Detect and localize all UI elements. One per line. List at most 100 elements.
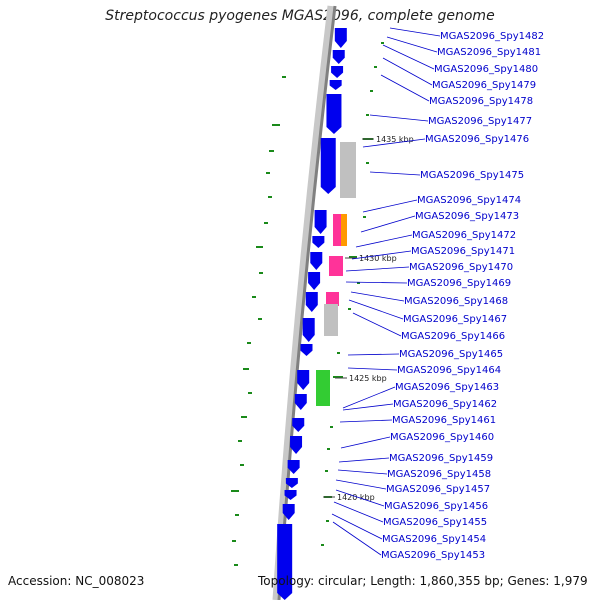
gene-label: MGAS2096_Spy1479 xyxy=(432,80,536,91)
leader-line xyxy=(350,291,405,302)
gc-skew-mark xyxy=(258,318,262,320)
gene-arrow xyxy=(287,460,300,474)
tick-label: 1420 kbp xyxy=(337,493,375,502)
gc-skew-mark xyxy=(366,114,369,116)
gc-skew-mark xyxy=(370,90,373,92)
gc-skew-mark xyxy=(321,544,324,546)
gene-arrow xyxy=(294,394,307,410)
leader-line xyxy=(342,386,396,409)
gene-arrow xyxy=(277,524,293,600)
gc-skew-mark xyxy=(232,540,236,542)
gene-arrow xyxy=(282,504,295,520)
gc-skew-mark xyxy=(363,216,366,218)
cog-block xyxy=(341,214,347,246)
gene-label: MGAS2096_Spy1464 xyxy=(397,365,501,376)
gene-arrow xyxy=(297,370,310,390)
leader-line xyxy=(335,489,385,507)
leader-line xyxy=(337,469,388,475)
gene-label: MGAS2096_Spy1473 xyxy=(415,211,519,222)
gc-skew-mark xyxy=(238,440,242,442)
gene-label: MGAS2096_Spy1470 xyxy=(409,262,513,273)
leader-line xyxy=(338,457,390,463)
gc-skew-mark xyxy=(256,246,263,248)
leader-line xyxy=(332,521,382,556)
gc-skew-mark xyxy=(243,368,249,370)
gene-track xyxy=(277,28,347,600)
genome-backbone xyxy=(272,5,337,600)
gc-skew-mark xyxy=(240,464,244,466)
gene-arrow xyxy=(314,210,327,234)
leader-line xyxy=(335,479,387,490)
leader-line xyxy=(331,513,383,540)
gc-skew-mark xyxy=(349,256,357,258)
label-leader-lines xyxy=(331,27,441,556)
gene-label: MGAS2096_Spy1459 xyxy=(389,453,493,464)
gc-skew-mark xyxy=(374,66,377,68)
gene-label: MGAS2096_Spy1466 xyxy=(401,331,505,342)
leader-line xyxy=(369,114,429,122)
gc-skew-mark xyxy=(259,272,263,274)
leader-line xyxy=(351,250,412,260)
gc-skew-mark xyxy=(266,172,270,174)
gc-skew-mark xyxy=(269,150,274,152)
gene-label: MGAS2096_Spy1468 xyxy=(404,296,508,307)
gene-label: MGAS2096_Spy1471 xyxy=(411,246,515,257)
gene-label: MGAS2096_Spy1458 xyxy=(387,469,491,480)
cog-track xyxy=(316,142,356,406)
gc-skew-mark xyxy=(337,352,340,354)
leader-line xyxy=(352,312,402,337)
gene-label: MGAS2096_Spy1480 xyxy=(434,64,538,75)
gene-label: MGAS2096_Spy1456 xyxy=(384,501,488,512)
leader-line xyxy=(348,299,404,320)
leader-line xyxy=(339,419,393,423)
backbone-outer-line xyxy=(272,5,335,600)
gene-label: MGAS2096_Spy1476 xyxy=(425,134,529,145)
cog-block xyxy=(329,256,343,276)
gc-skew-mark xyxy=(366,162,369,164)
gene-arrow xyxy=(334,28,347,48)
backbone-inner-line xyxy=(277,5,337,600)
gene-arrow xyxy=(308,272,321,290)
gene-label: MGAS2096_Spy1465 xyxy=(399,349,503,360)
leader-line xyxy=(369,171,421,176)
gc-skew-mark xyxy=(272,124,280,126)
gene-label: MGAS2096_Spy1477 xyxy=(428,116,532,127)
gene-label: MGAS2096_Spy1478 xyxy=(429,96,533,107)
leader-line xyxy=(362,138,426,148)
leader-line xyxy=(362,199,418,213)
leader-line xyxy=(382,57,433,86)
gene-label: MGAS2096_Spy1462 xyxy=(393,399,497,410)
tick-label: 1430 kbp xyxy=(359,254,397,263)
gene-label: MGAS2096_Spy1454 xyxy=(382,534,486,545)
gene-arrow xyxy=(332,50,345,64)
gene-label: MGAS2096_Spy1475 xyxy=(420,170,524,181)
gene-labels: MGAS2096_Spy1482 MGAS2096_Spy1481 MGAS2096… xyxy=(381,31,544,561)
leader-line xyxy=(345,281,408,284)
gc-skew-mark xyxy=(252,296,256,298)
leader-line xyxy=(360,215,416,233)
gene-arrow xyxy=(331,66,344,78)
gene-label: MGAS2096_Spy1469 xyxy=(407,278,511,289)
accession-text: Accession: NC_008023 xyxy=(8,574,145,588)
genome-summary-text: Topology: circular; Length: 1,860,355 bp… xyxy=(258,574,588,588)
leader-line xyxy=(355,234,413,248)
gc-skew-mark xyxy=(235,514,239,516)
cog-block xyxy=(333,214,341,246)
gc-skew-mark xyxy=(248,392,252,394)
gene-label: MGAS2096_Spy1472 xyxy=(412,230,516,241)
leader-line xyxy=(386,36,438,53)
cog-block xyxy=(326,292,339,306)
map-title: Streptococcus pyogenes MGAS2096, complet… xyxy=(105,8,495,24)
tick-label: 1425 kbp xyxy=(349,374,387,383)
leader-line xyxy=(380,74,430,102)
leader-line xyxy=(342,403,394,411)
gc-skew-mark xyxy=(234,564,238,566)
cog-block xyxy=(316,370,330,406)
gc-skew-mark xyxy=(247,342,251,344)
gc-skew-mark xyxy=(264,222,268,224)
leader-line xyxy=(333,501,384,523)
gene-label: MGAS2096_Spy1467 xyxy=(403,314,507,325)
gc-skew-mark xyxy=(327,448,330,450)
position-ticks: 1435 kbp 1430 kbp 1425 kbp 1420 kbp xyxy=(323,135,414,502)
gene-arrow xyxy=(302,318,315,342)
